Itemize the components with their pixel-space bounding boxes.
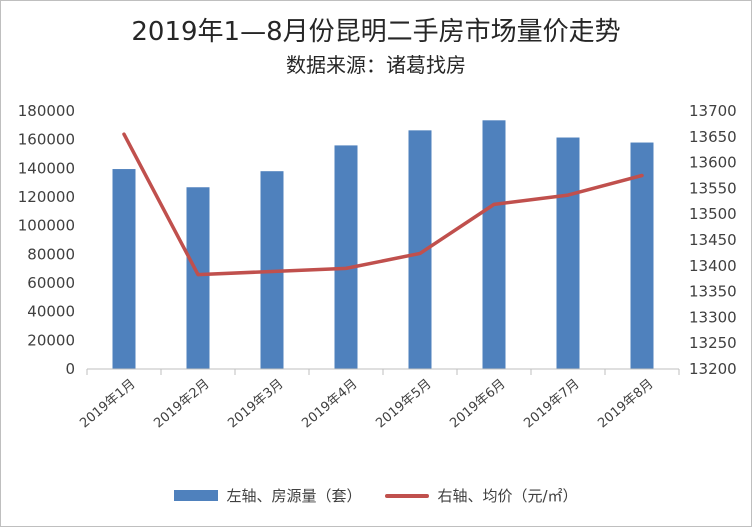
x-tick-label: 2019年5月 — [373, 377, 434, 432]
y-right-tick-label: 13200 — [689, 360, 737, 378]
bar — [482, 120, 506, 369]
legend-item-line: 右轴、均价（元/㎡） — [385, 485, 578, 506]
bar — [334, 145, 358, 369]
line-point — [196, 273, 200, 277]
y-left-tick-label: 180000 — [18, 102, 75, 120]
y-left-tick-label: 0 — [65, 360, 75, 378]
y-left-tick-label: 20000 — [27, 331, 75, 349]
y-right-tick-label: 13450 — [689, 231, 737, 249]
y-left-tick-label: 160000 — [18, 131, 75, 149]
y-right-tick-label: 13300 — [689, 308, 737, 326]
legend-line-label: 右轴、均价（元/㎡） — [437, 487, 578, 505]
x-tick-label: 2019年1月 — [77, 377, 138, 432]
line-point — [418, 251, 422, 255]
y-left-tick-label: 40000 — [27, 303, 75, 321]
x-tick-label: 2019年8月 — [595, 377, 656, 432]
chart-title: 2019年1—8月份昆明二手房市场量价走势 — [131, 17, 621, 47]
legend-line-swatch — [385, 493, 430, 498]
y-right-tick-label: 13600 — [689, 154, 737, 172]
chart-plot: 0 20000 40000 60000 80000 100000 120000 140000 1… — [18, 102, 737, 432]
y-right-tick-label: 13250 — [689, 334, 737, 352]
y-left-tick-label: 140000 — [18, 159, 75, 177]
line-series — [122, 132, 644, 277]
x-tick-label: 2019年2月 — [151, 377, 212, 432]
y-left-tick-label: 60000 — [27, 274, 75, 292]
bar — [408, 130, 432, 369]
legend-bar-label: 左轴、房源量（套） — [226, 487, 362, 505]
line-point — [122, 132, 126, 136]
line-point — [566, 193, 570, 197]
y-left-tick-label: 100000 — [18, 217, 75, 235]
x-tick-label: 2019年3月 — [225, 377, 286, 432]
y-right-tick-label: 13350 — [689, 283, 737, 301]
y-right-tick-label: 13550 — [689, 179, 737, 197]
legend-bar-swatch — [174, 490, 219, 501]
y-left-tick-label: 80000 — [27, 245, 75, 263]
line-point — [640, 174, 644, 177]
line-point — [344, 266, 348, 270]
chart-subtitle: 数据来源：诸葛找房 — [286, 53, 466, 77]
bar — [112, 169, 136, 369]
line-point — [492, 202, 496, 206]
y-right-tick-label: 13400 — [689, 257, 737, 275]
x-tick-label: 2019年4月 — [299, 377, 360, 432]
y-right-tick-label: 13500 — [689, 205, 737, 223]
y-right-tick-label: 13650 — [689, 128, 737, 146]
y-right-tick-label: 13700 — [689, 102, 737, 120]
line-point — [270, 269, 274, 273]
x-tick-label: 2019年6月 — [447, 377, 508, 432]
y-left-tick-label: 120000 — [18, 188, 75, 206]
bar — [630, 142, 654, 369]
x-tick-label: 2019年7月 — [521, 377, 582, 432]
chart-legend: 左轴、房源量（套） 右轴、均价（元/㎡） — [1, 485, 751, 506]
bar — [186, 187, 210, 369]
legend-item-bar: 左轴、房源量（套） — [174, 485, 361, 506]
bar — [556, 137, 580, 369]
